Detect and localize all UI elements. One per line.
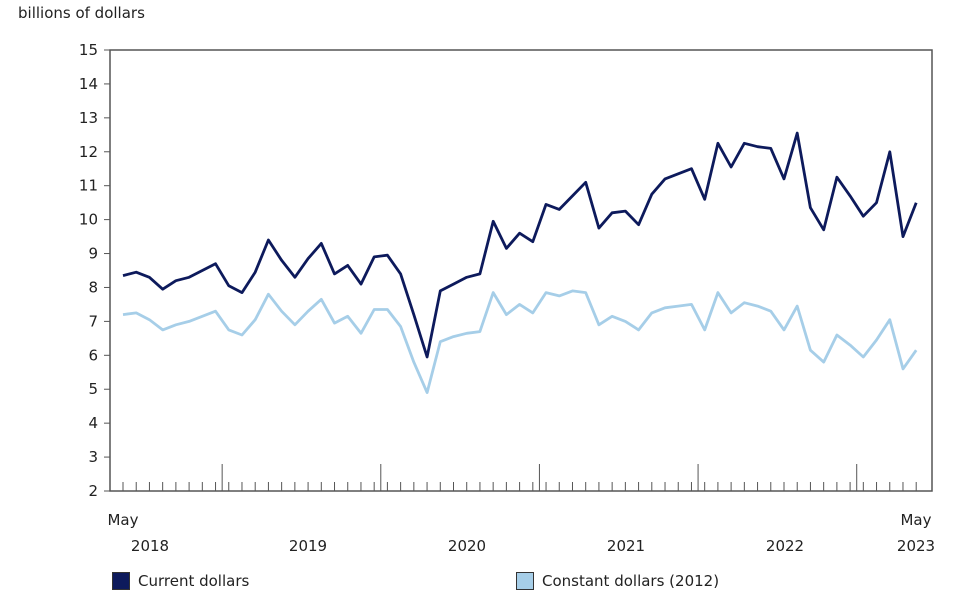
y-tick-label: 6 [88,346,98,364]
x-year-label-2022: 2022 [766,537,804,555]
x-year-label-2020: 2020 [448,537,486,555]
x-year-label-2019: 2019 [289,537,327,555]
legend-item-constant-dollars: Constant dollars (2012) [516,572,719,590]
plot-area-frame [109,49,933,492]
y-tick-label: 15 [79,41,98,59]
legend-swatch-current-dollars [112,572,130,590]
y-tick-label: 9 [88,245,98,263]
x-axis [122,464,917,491]
legend-item-current-dollars: Current dollars [112,572,249,590]
legend-label-constant-dollars: Constant dollars (2012) [542,572,720,590]
y-tick-label: 4 [88,414,98,432]
y-tick-label: 3 [88,448,98,466]
legend-swatch-constant-dollars [516,572,534,590]
x-axis-labels: May 2018 May 2023 2019 2020 2021 2022 [107,511,935,555]
y-tick-label: 7 [88,312,98,330]
series-line-current-dollars [122,131,918,359]
y-tick-label: 10 [79,211,98,229]
x-start-month-label: May [107,511,138,529]
x-end-month-label: May [900,511,931,529]
series-line-constant-dollars [122,289,918,394]
x-end-year-label: 2023 [897,537,935,555]
x-start-year-label: 2018 [131,537,169,555]
y-tick-label: 5 [88,380,98,398]
y-tick-label: 8 [88,278,98,296]
x-year-label-2021: 2021 [607,537,645,555]
legend-label-current-dollars: Current dollars [138,572,250,590]
y-tick-label: 14 [79,75,98,93]
y-axis-unit-label: billions of dollars [18,4,145,22]
y-tick-label: 11 [79,177,98,195]
y-axis: 2 3 4 5 6 7 8 9 10 11 12 13 14 15 [79,41,110,500]
y-tick-label: 12 [79,143,98,161]
y-tick-label: 2 [88,482,98,500]
y-tick-label: 13 [79,109,98,127]
